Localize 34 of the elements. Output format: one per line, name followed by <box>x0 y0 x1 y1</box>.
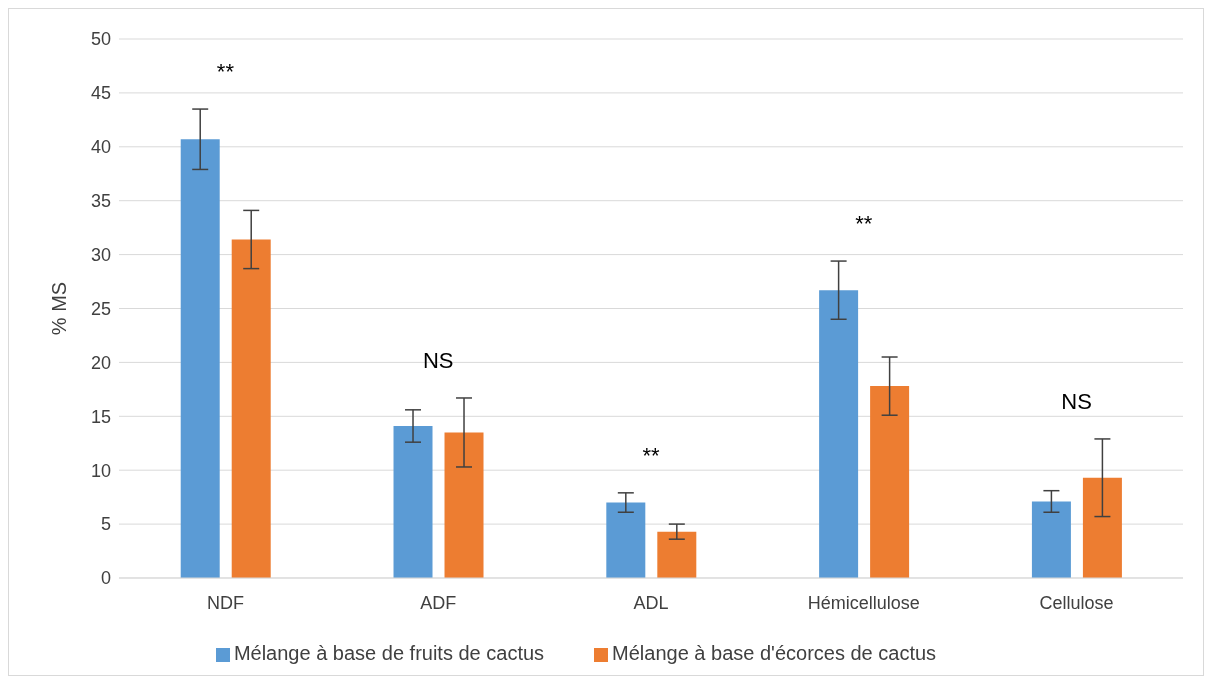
bar <box>231 239 271 578</box>
annotation: ** <box>216 59 235 85</box>
y-tick-label: 50 <box>90 29 111 50</box>
y-tick-label: 20 <box>90 352 111 373</box>
y-tick-label: 40 <box>90 137 111 158</box>
bar <box>606 502 646 578</box>
annotation: NS <box>422 347 454 373</box>
x-tick-label: Hémicellulose <box>807 592 920 613</box>
legend-label: Mélange à base de fruits de cactus <box>233 642 545 664</box>
annotation: ** <box>855 211 873 237</box>
bar <box>657 531 697 578</box>
y-axis-title: % MS <box>48 281 71 336</box>
y-tick-label: 0 <box>100 568 111 589</box>
y-tick-label: 30 <box>90 244 111 265</box>
annotation: NS <box>1061 388 1092 414</box>
y-tick-label: 15 <box>90 406 111 427</box>
bar <box>444 432 484 578</box>
bar <box>870 386 910 578</box>
x-tick-label: Cellulose <box>1039 592 1114 613</box>
x-tick-label: NDF <box>206 592 244 613</box>
x-tick-label: ADL <box>633 592 669 613</box>
y-tick-label: 45 <box>90 83 111 104</box>
bar <box>393 426 433 578</box>
x-tick-label: ADF <box>420 592 457 613</box>
y-tick-label: 25 <box>90 298 111 319</box>
y-tick-label: 10 <box>90 460 111 481</box>
bar <box>1031 501 1071 578</box>
bar <box>819 290 859 578</box>
annotation: ** <box>642 442 660 468</box>
bar <box>1082 477 1122 578</box>
y-tick-label: 5 <box>100 514 111 535</box>
y-tick-label: 35 <box>90 191 111 212</box>
legend-label: Mélange à base d'écorces de cactus <box>612 642 937 664</box>
bar <box>180 139 220 578</box>
